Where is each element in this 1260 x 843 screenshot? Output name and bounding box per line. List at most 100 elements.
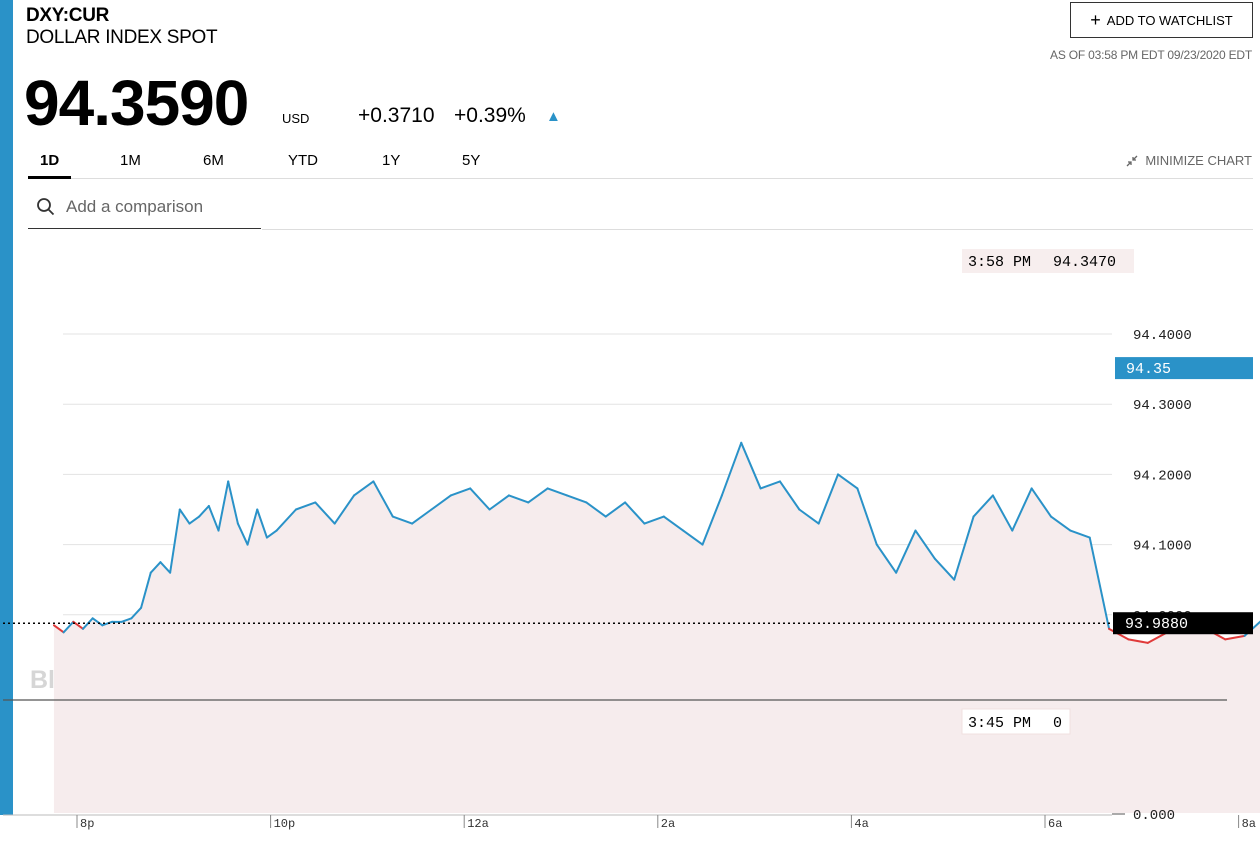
price-line-segment [1127, 638, 1149, 644]
y-tick-label: 94.4000 [1133, 328, 1192, 344]
current-value-badge [1115, 357, 1253, 380]
price-change: +0.3710 [358, 104, 435, 127]
price-line-segment [895, 529, 917, 574]
price-line-segment [91, 617, 104, 627]
add-to-watchlist-button[interactable]: + ADD TO WATCHLIST [1070, 2, 1253, 38]
price-line-segment [469, 487, 491, 511]
price-line-segment [353, 480, 375, 497]
tab-6m[interactable]: 6M [203, 152, 224, 169]
price-line-segment [507, 494, 530, 504]
price-line-segment [314, 501, 336, 525]
price-line-segment [527, 487, 549, 504]
search-icon [37, 198, 55, 216]
price-line-segment [585, 501, 607, 518]
currency-label: USD [282, 111, 310, 126]
tab-1m[interactable]: 1M [120, 152, 141, 169]
last-price: 94.3590 [24, 67, 249, 139]
volume-time: 3:45 PM [968, 715, 1031, 732]
x-tick-label: 8a [1242, 817, 1256, 831]
price-line-segment [837, 473, 859, 490]
price-line-segment [198, 504, 210, 518]
price-line-segment [817, 473, 840, 525]
y-tick-label: 94.1000 [1133, 539, 1192, 555]
price-line-segment [1224, 634, 1246, 641]
minimize-icon [1126, 155, 1138, 166]
previous-close-label: 93.9880 [1125, 616, 1188, 633]
price-line-segment [798, 508, 820, 525]
price-line-segment [740, 441, 762, 490]
crosshair-readout-box [962, 249, 1134, 273]
price-line-segment [275, 508, 297, 532]
price-line-segment [1050, 515, 1072, 532]
tab-1y[interactable]: 1Y [382, 152, 401, 169]
x-tick-label: 10p [274, 817, 296, 831]
price-line-segment [159, 561, 172, 574]
y-tick-label: 94.2000 [1133, 468, 1192, 484]
y-tick-label: 94.3000 [1133, 398, 1192, 414]
up-triangle-icon: ▲ [546, 108, 561, 125]
tab-5y[interactable]: 5Y [462, 152, 481, 169]
price-line-segment [720, 441, 743, 497]
price-line-segment [662, 515, 685, 532]
price-line-segment [294, 501, 317, 511]
price-line-segment [759, 480, 781, 490]
active-tab-indicator [28, 176, 71, 179]
add-to-watchlist-label: ADD TO WATCHLIST [1106, 12, 1233, 28]
price-line-segment [265, 529, 278, 539]
comparison-search-field[interactable]: Add a comparison [28, 186, 261, 229]
price-line-segment [178, 508, 191, 525]
price-line-segment [488, 494, 510, 511]
price-line-segment [411, 508, 433, 525]
current-value-label: 94.35 [1126, 361, 1171, 378]
price-line-segment [140, 571, 152, 609]
price-line-segment [333, 494, 356, 525]
price-line-segment [624, 501, 646, 525]
price-line-segment [914, 529, 936, 560]
x-tick-label: 6a [1048, 817, 1062, 831]
minimize-chart-label: MINIMIZE CHART [1145, 153, 1252, 168]
accent-bar [0, 0, 13, 815]
price-line-segment [546, 487, 568, 497]
instrument-name: DOLLAR INDEX SPOT [26, 27, 218, 48]
price-line-segment [130, 606, 143, 620]
price-line-segment [604, 501, 627, 518]
x-tick-label: 2a [661, 817, 675, 831]
price-change-percent: +0.39% [454, 104, 526, 127]
as-of-timestamp: AS OF 03:58 PM EDT 09/23/2020 EDT [1050, 48, 1252, 62]
price-line-segment [169, 508, 181, 574]
price-line-segment [1011, 487, 1033, 532]
comparison-search-input[interactable]: Add a comparison [66, 197, 204, 216]
price-line-segment [256, 508, 268, 539]
tab-1d[interactable]: 1D [40, 152, 60, 169]
minimize-chart-button[interactable]: MINIMIZE CHART [1125, 153, 1252, 168]
price-line-segment [953, 515, 975, 581]
price-line-segment [778, 480, 801, 511]
ticker-symbol: DXY:CUR [26, 5, 110, 26]
price-line-segment [236, 522, 249, 546]
price-line-segment [391, 515, 414, 525]
volume-axis-label: 0.000 [1133, 808, 1175, 824]
x-tick-label: 4a [854, 817, 868, 831]
price-line-segment [430, 494, 452, 511]
price-line-segment [52, 624, 65, 634]
plus-icon: + [1090, 10, 1101, 30]
price-line-segment [449, 487, 472, 497]
volume-readout-box [961, 708, 1071, 735]
price-line-segment [701, 494, 723, 546]
tab-ytd[interactable]: YTD [288, 152, 318, 169]
price-line-segment [643, 515, 665, 525]
price-line-segment [856, 487, 878, 546]
price-line-segment [82, 617, 94, 630]
price-line-segment [566, 494, 588, 504]
price-line-segment [1088, 536, 1111, 630]
compare-divider [262, 229, 1253, 230]
price-line-segment [207, 504, 220, 532]
price-line-segment [1030, 487, 1052, 518]
price-line-segment [62, 620, 75, 634]
price-line-segment [991, 494, 1014, 532]
volume-value: 0 [1053, 715, 1062, 732]
price-line-segment [372, 480, 394, 518]
crosshair-value: 94.3470 [1053, 254, 1116, 271]
price-line-segment [217, 480, 230, 532]
